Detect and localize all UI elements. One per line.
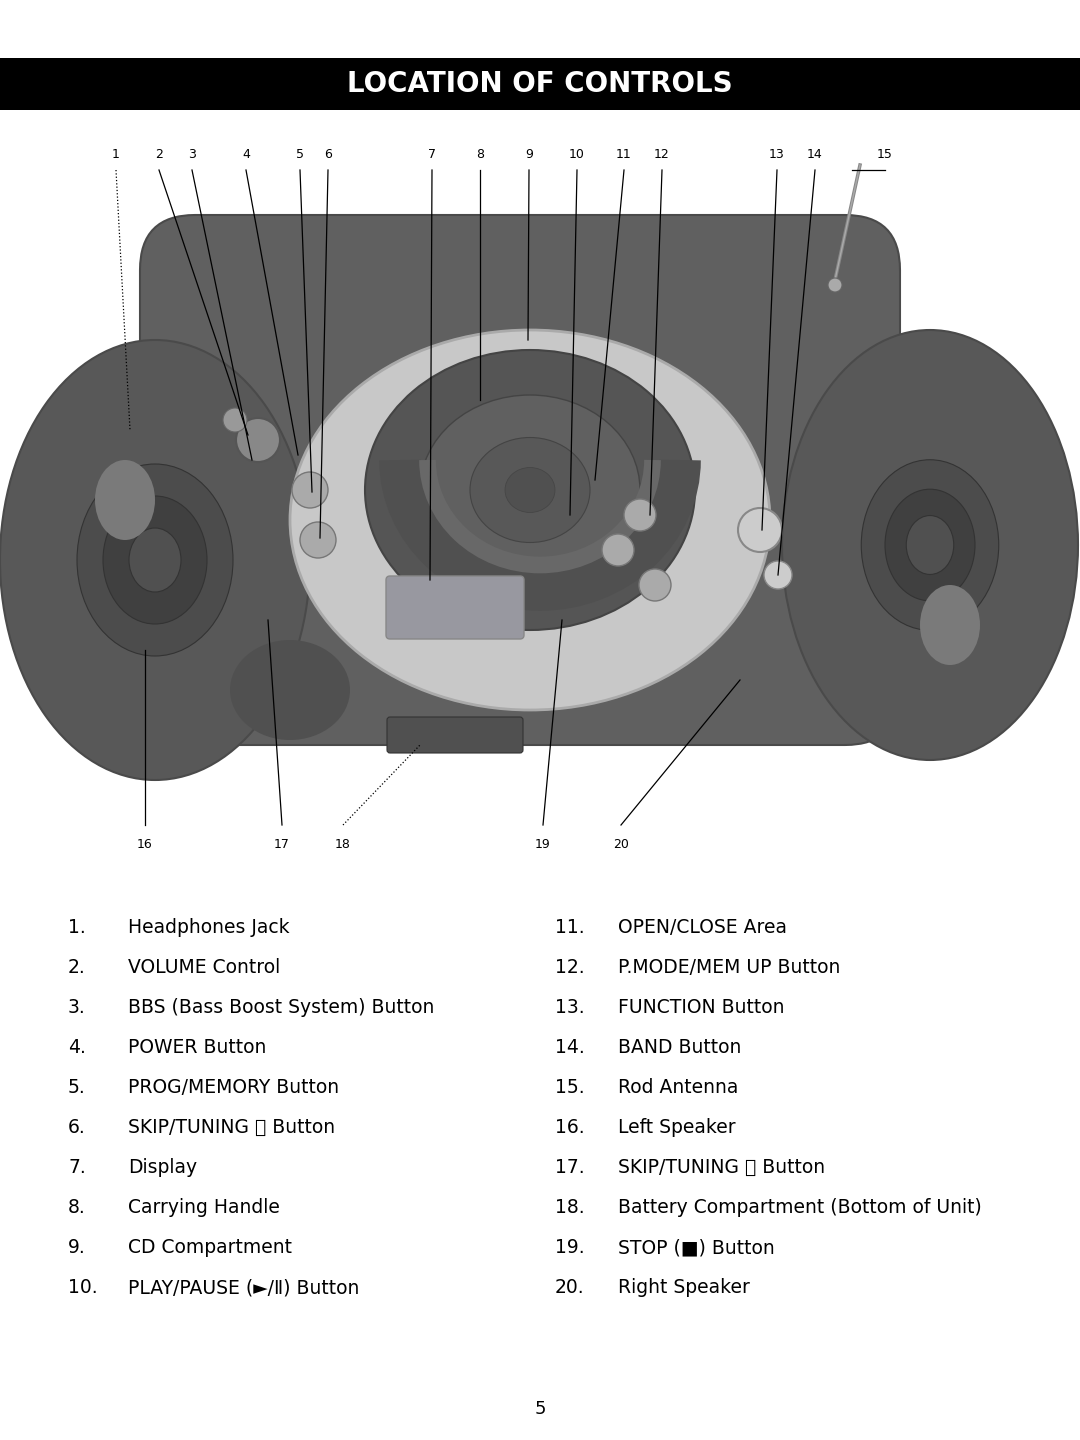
Text: POWER Button: POWER Button [129, 1038, 267, 1057]
Ellipse shape [365, 350, 696, 631]
Ellipse shape [782, 330, 1078, 760]
Text: SKIP/TUNING ⏮ Button: SKIP/TUNING ⏮ Button [129, 1117, 335, 1138]
Ellipse shape [129, 528, 181, 592]
Text: SKIP/TUNING ⏭ Button: SKIP/TUNING ⏭ Button [618, 1158, 825, 1176]
Text: PROG/MEMORY Button: PROG/MEMORY Button [129, 1079, 339, 1097]
Ellipse shape [920, 585, 980, 665]
FancyBboxPatch shape [386, 576, 524, 639]
Text: Headphones Jack: Headphones Jack [129, 919, 289, 937]
Circle shape [222, 408, 247, 432]
Text: 5.: 5. [68, 1079, 85, 1097]
Text: 10.: 10. [68, 1279, 97, 1297]
Text: Right Speaker: Right Speaker [618, 1279, 750, 1297]
Text: 19.: 19. [555, 1238, 584, 1257]
Circle shape [237, 418, 280, 462]
Text: CD Compartment: CD Compartment [129, 1238, 292, 1257]
Text: 1.: 1. [68, 919, 85, 937]
Text: 15.: 15. [555, 1079, 584, 1097]
Text: 8: 8 [476, 148, 484, 161]
Circle shape [639, 569, 671, 600]
Text: 17: 17 [274, 838, 289, 851]
Text: 9: 9 [525, 148, 532, 161]
Text: 2.: 2. [68, 958, 85, 976]
Text: 7.: 7. [68, 1158, 85, 1176]
Text: 18.: 18. [555, 1198, 584, 1217]
Circle shape [300, 521, 336, 557]
Circle shape [292, 472, 328, 508]
Ellipse shape [470, 438, 590, 543]
Text: 2: 2 [156, 148, 163, 161]
FancyBboxPatch shape [387, 717, 523, 753]
Text: FUNCTION Button: FUNCTION Button [618, 998, 784, 1017]
Circle shape [828, 278, 842, 292]
Text: 12.: 12. [555, 958, 584, 976]
Text: 5: 5 [296, 148, 303, 161]
Text: BAND Button: BAND Button [618, 1038, 741, 1057]
Text: 17.: 17. [555, 1158, 584, 1176]
Text: VOLUME Control: VOLUME Control [129, 958, 280, 976]
Text: 11.: 11. [555, 919, 584, 937]
Text: 4.: 4. [68, 1038, 86, 1057]
Text: Display: Display [129, 1158, 198, 1176]
Text: 11: 11 [616, 148, 632, 161]
Text: 3: 3 [188, 148, 195, 161]
Text: 13.: 13. [555, 998, 584, 1017]
Text: BBS (Bass Boost System) Button: BBS (Bass Boost System) Button [129, 998, 434, 1017]
Text: 7: 7 [428, 148, 436, 161]
Text: 6: 6 [324, 148, 332, 161]
Text: 14: 14 [807, 148, 823, 161]
Circle shape [624, 500, 656, 531]
Text: LOCATION OF CONTROLS: LOCATION OF CONTROLS [347, 71, 733, 98]
Ellipse shape [230, 639, 350, 740]
Ellipse shape [906, 516, 954, 575]
FancyBboxPatch shape [0, 58, 1080, 109]
Text: 3.: 3. [68, 998, 85, 1017]
Text: 4: 4 [242, 148, 249, 161]
Text: STOP (■) Button: STOP (■) Button [618, 1238, 774, 1257]
Text: 5: 5 [535, 1400, 545, 1418]
Circle shape [738, 508, 782, 552]
FancyBboxPatch shape [140, 215, 900, 744]
Text: P.MODE/MEM UP Button: P.MODE/MEM UP Button [618, 958, 840, 976]
Text: 8.: 8. [68, 1198, 85, 1217]
Ellipse shape [0, 340, 310, 780]
Text: OPEN/CLOSE Area: OPEN/CLOSE Area [618, 919, 787, 937]
Text: 6.: 6. [68, 1117, 85, 1138]
Text: 1: 1 [112, 148, 120, 161]
Text: 10: 10 [569, 148, 585, 161]
Text: 18: 18 [335, 838, 351, 851]
Ellipse shape [103, 495, 207, 624]
Text: Battery Compartment (Bottom of Unit): Battery Compartment (Bottom of Unit) [618, 1198, 982, 1217]
Text: 13: 13 [769, 148, 785, 161]
Text: 9.: 9. [68, 1238, 85, 1257]
Ellipse shape [420, 395, 640, 585]
Text: Left Speaker: Left Speaker [618, 1117, 735, 1138]
Ellipse shape [861, 459, 999, 631]
Text: 16: 16 [137, 838, 153, 851]
Text: 19: 19 [535, 838, 551, 851]
Text: 12: 12 [654, 148, 670, 161]
Circle shape [764, 562, 792, 589]
Ellipse shape [77, 464, 233, 657]
Ellipse shape [95, 459, 156, 540]
Ellipse shape [291, 330, 770, 710]
Text: 20.: 20. [555, 1279, 584, 1297]
Text: Carrying Handle: Carrying Handle [129, 1198, 280, 1217]
Ellipse shape [505, 468, 555, 513]
Text: PLAY/PAUSE (►/Ⅱ) Button: PLAY/PAUSE (►/Ⅱ) Button [129, 1279, 360, 1297]
Text: 15: 15 [877, 148, 893, 161]
Text: 20: 20 [613, 838, 629, 851]
Ellipse shape [885, 490, 975, 600]
Text: 14.: 14. [555, 1038, 584, 1057]
Text: 16.: 16. [555, 1117, 584, 1138]
Circle shape [602, 534, 634, 566]
Text: Rod Antenna: Rod Antenna [618, 1079, 739, 1097]
